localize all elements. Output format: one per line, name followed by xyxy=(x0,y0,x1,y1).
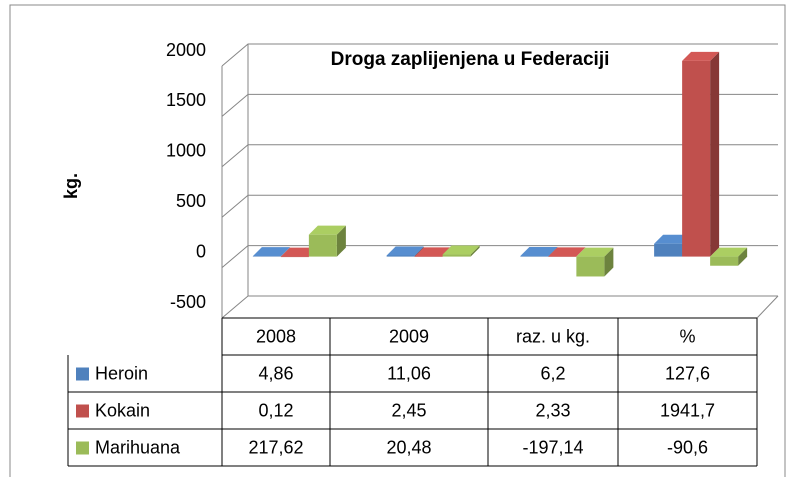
legend-swatch xyxy=(76,441,89,455)
grid-line xyxy=(221,144,778,168)
table-cell: 127,6 xyxy=(665,363,710,383)
bar-side xyxy=(280,247,290,257)
grid-line xyxy=(221,43,778,67)
chart-title: Droga zaplijenjena u Federaciji xyxy=(331,49,610,70)
bar-top xyxy=(252,247,290,257)
legend-label: Marihuana xyxy=(95,437,181,457)
y-tick-label: 1500 xyxy=(166,90,206,110)
bar xyxy=(682,51,720,257)
bar-top xyxy=(386,246,424,256)
legend-label: Kokain xyxy=(95,400,150,420)
table-cell: 4,86 xyxy=(258,363,293,383)
bar-front xyxy=(548,256,577,257)
bar xyxy=(710,247,748,266)
table-cell: 6,2 xyxy=(540,363,565,383)
y-tick-label: 500 xyxy=(176,191,206,211)
bar xyxy=(386,246,424,257)
table-header: % xyxy=(679,326,695,346)
bar-top xyxy=(414,247,452,257)
bar-front xyxy=(520,255,549,257)
chart-border xyxy=(9,4,786,477)
bar-front xyxy=(682,60,711,257)
table-cell: 217,62 xyxy=(248,437,303,457)
bar-top xyxy=(576,247,614,257)
bar-top xyxy=(308,225,346,235)
table-header: raz. u kg. xyxy=(516,326,590,346)
grid-line xyxy=(221,295,778,319)
bar-side xyxy=(470,245,480,257)
table-cell: 1941,7 xyxy=(660,400,715,420)
legend-swatch xyxy=(76,367,89,381)
bar-front xyxy=(252,256,281,257)
y-tick-label: -500 xyxy=(170,292,206,312)
bar-side xyxy=(336,225,346,257)
table-cell: 11,06 xyxy=(387,363,431,383)
bar-side xyxy=(414,246,424,257)
bar-top xyxy=(710,247,748,257)
bar-top xyxy=(520,246,558,256)
table-cell: -90,6 xyxy=(667,437,708,457)
bar xyxy=(442,245,480,257)
y-tick-label: 0 xyxy=(196,241,206,261)
bar xyxy=(252,247,290,257)
legend-swatch xyxy=(76,404,89,418)
table-cell: 0,12 xyxy=(258,400,293,420)
grid-line xyxy=(221,245,778,268)
bar-front xyxy=(710,256,739,266)
table-cell: 2,33 xyxy=(535,400,570,420)
bar-side xyxy=(710,51,720,257)
y-tick-label: 1000 xyxy=(166,141,206,161)
bar-front xyxy=(414,256,443,257)
bar-top xyxy=(280,247,318,257)
bar-front xyxy=(442,254,471,257)
grid-line xyxy=(221,93,778,117)
bar-top xyxy=(682,51,720,61)
bar-top xyxy=(442,245,480,255)
bar-top xyxy=(654,234,692,244)
bar-front xyxy=(576,256,605,277)
y-tick-label: 2000 xyxy=(166,40,206,60)
grid-line xyxy=(221,194,778,218)
bar-side xyxy=(738,247,748,266)
table-header: 2009 xyxy=(389,326,429,346)
bar xyxy=(308,225,346,257)
table-cell: 20,48 xyxy=(386,437,431,457)
bar-front xyxy=(654,243,683,257)
bar-front xyxy=(386,255,415,257)
bar-front xyxy=(308,234,337,257)
legend-label: Heroin xyxy=(95,363,148,383)
table-cell: -197,14 xyxy=(522,437,583,457)
table-cell: 2,45 xyxy=(391,400,426,420)
bar-front xyxy=(280,256,309,258)
bar xyxy=(548,247,586,257)
table-header: 2008 xyxy=(256,326,296,346)
y-axis-label: kg. xyxy=(61,173,81,199)
bar-side xyxy=(604,247,614,277)
bar xyxy=(576,247,614,277)
floor-edge xyxy=(756,295,779,319)
bar-top xyxy=(548,247,586,257)
bar-side xyxy=(576,247,586,257)
